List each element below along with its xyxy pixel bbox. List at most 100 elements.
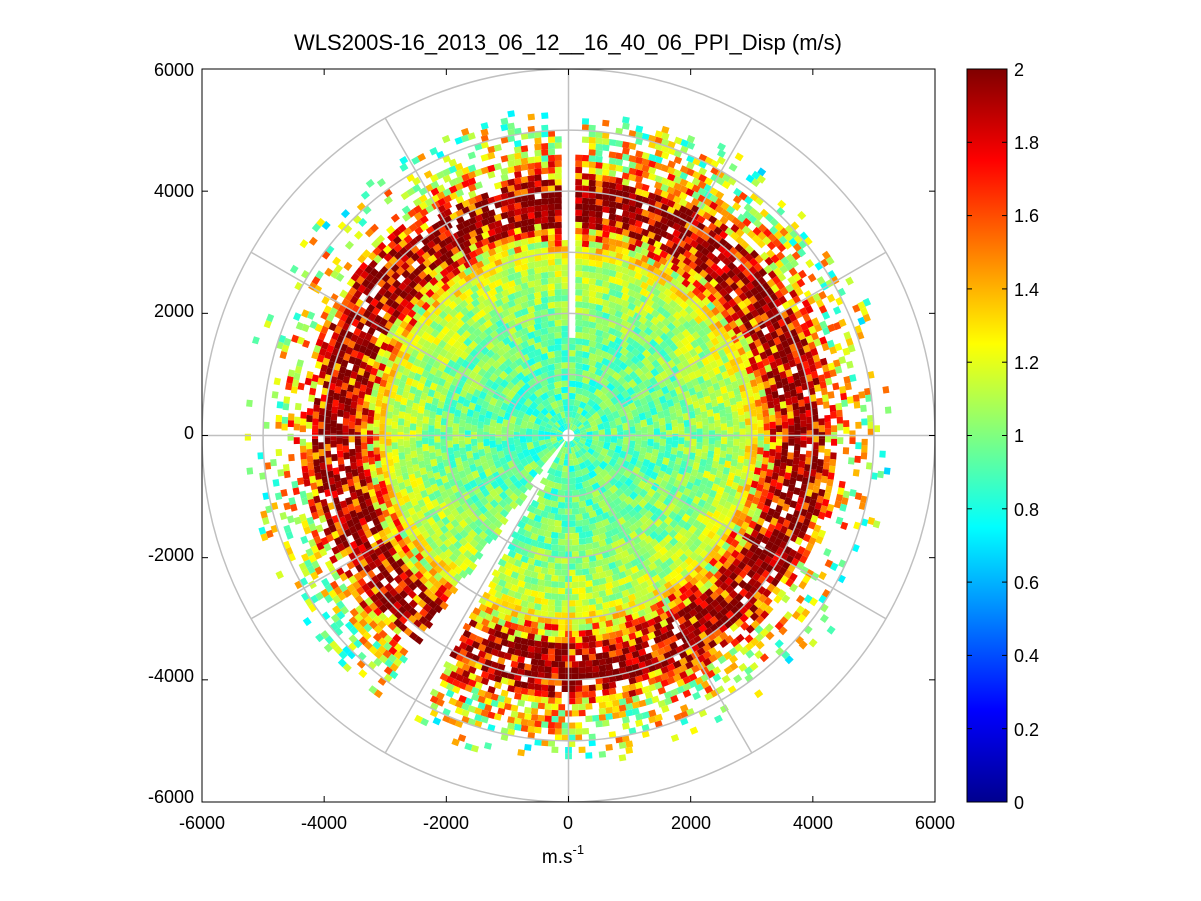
ppi-cell	[305, 421, 313, 429]
ppi-cell	[474, 518, 484, 528]
ppi-cell	[700, 452, 708, 460]
ppi-cell	[642, 349, 652, 359]
ppi-cell	[644, 393, 654, 403]
ppi-cell	[575, 276, 583, 284]
ppi-cell	[517, 580, 526, 588]
ppi-cell	[581, 357, 590, 365]
ppi-cell	[458, 419, 466, 428]
ppi-cell	[472, 388, 482, 398]
ppi-cell	[417, 499, 426, 508]
ppi-cell	[550, 538, 559, 545]
ppi-cell	[717, 513, 727, 523]
ppi-cell	[483, 370, 493, 380]
ppi-cell	[330, 420, 337, 428]
ppi-cell	[581, 654, 590, 662]
ppi-cell	[581, 605, 590, 613]
ppi-cell	[708, 443, 715, 452]
ppi-cell	[349, 407, 357, 416]
ppi-cell	[537, 659, 545, 667]
ppi-cell	[527, 563, 536, 572]
ppi-cell	[605, 569, 614, 577]
ppi-cell	[470, 424, 478, 433]
ppi-cell	[458, 426, 465, 434]
ppi-cell	[571, 411, 577, 419]
ppi-cell	[702, 325, 712, 335]
ppi-cell	[422, 521, 432, 531]
ppi-cell	[550, 437, 557, 442]
ppi-cell	[482, 518, 492, 528]
ppi-cell	[402, 367, 411, 377]
ppi-cell	[417, 483, 426, 492]
ppi-cell	[468, 479, 478, 489]
ppi-cell	[601, 337, 611, 346]
ppi-cell	[391, 414, 399, 423]
ppi-cell	[550, 500, 559, 508]
ppi-cell	[602, 199, 610, 207]
ppi-cell	[551, 575, 559, 582]
ppi-cell	[721, 437, 728, 445]
ppi-cell	[423, 457, 431, 466]
ppi-cell	[592, 435, 599, 441]
ppi-cell	[607, 333, 617, 343]
ppi-cell	[624, 496, 634, 506]
ppi-cell	[331, 406, 339, 414]
ppi-cell	[595, 211, 603, 219]
ppi-cell	[561, 649, 569, 656]
ppi-cell	[676, 416, 684, 424]
ppi-cell	[601, 305, 610, 314]
ppi-cell	[554, 301, 562, 308]
ppi-cell	[527, 280, 536, 289]
ppi-cell	[552, 423, 560, 430]
ppi-cell	[503, 503, 513, 513]
ppi-cell	[601, 595, 610, 603]
ppi-cell	[733, 438, 740, 446]
ppi-cell	[546, 473, 556, 482]
ppi-cell	[664, 482, 674, 492]
ppi-cell	[627, 593, 637, 602]
ppi-cell	[356, 459, 363, 467]
ppi-cell	[585, 574, 593, 581]
ppi-cell	[726, 447, 733, 455]
ppi-cell	[568, 526, 576, 534]
ppi-cell	[568, 612, 576, 619]
ppi-cell	[677, 508, 687, 518]
ppi-cell	[447, 447, 454, 455]
ppi-cell	[515, 463, 525, 473]
ppi-cell	[794, 443, 801, 451]
ppi-cell	[584, 441, 592, 448]
ppi-cell	[494, 291, 504, 301]
ppi-cell	[669, 342, 679, 352]
ppi-cell	[550, 544, 559, 552]
ppi-cell	[705, 402, 713, 411]
ppi-cell	[578, 544, 587, 552]
ppi-cell	[495, 422, 503, 431]
ppi-cell	[445, 521, 455, 532]
ppi-cell	[509, 474, 519, 484]
ppi-cell	[554, 172, 562, 180]
ppi-cell	[426, 334, 436, 344]
ppi-cell	[478, 390, 487, 400]
ppi-cell	[575, 215, 583, 223]
ppi-cell	[692, 462, 700, 471]
ppi-cell	[824, 448, 831, 457]
ppi-cell	[659, 561, 669, 571]
ppi-cell	[829, 404, 837, 413]
ppi-cell	[540, 455, 549, 464]
ppi-cell	[553, 393, 563, 402]
ppi-cell	[602, 441, 611, 451]
ppi-cell	[416, 382, 425, 391]
ppi-cell	[547, 240, 556, 248]
ppi-cell	[520, 600, 529, 608]
ppi-cell	[534, 640, 542, 648]
ppi-cell	[612, 371, 622, 381]
ppi-cell	[513, 480, 523, 490]
ppi-cell	[510, 571, 520, 580]
ppi-cell	[375, 467, 384, 476]
ppi-cell	[743, 404, 751, 413]
ppi-cell	[468, 402, 476, 411]
ppi-cell	[649, 407, 658, 416]
ppi-cell	[608, 282, 617, 290]
ppi-cell	[576, 406, 584, 415]
ppi-cell	[588, 604, 597, 612]
